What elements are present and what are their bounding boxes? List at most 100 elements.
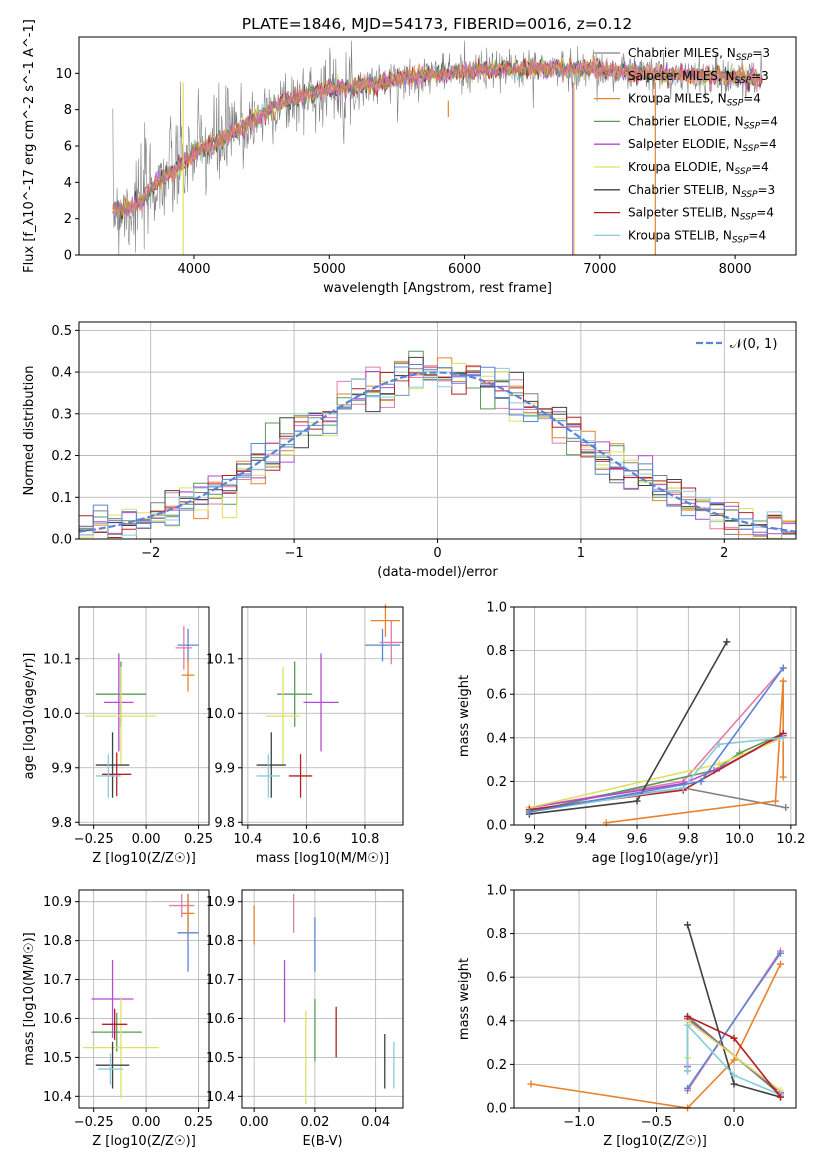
weight-marker [679, 784, 687, 792]
y-tick-label: 0.0 [486, 819, 507, 834]
y-tick-label: 0.8 [486, 927, 507, 942]
legend-label: Chabrier ELODIE, NSSP=4 [628, 114, 778, 131]
weight-marker [777, 949, 785, 957]
x-tick-label: −1.0 [563, 1115, 595, 1130]
residuals-panel: −2 −1 0 1 2 0.0 0.1 0.2 0.3 0.4 0.5 (data-model)/er… [22, 321, 797, 580]
weight-marker [684, 1084, 692, 1092]
x-tick-label: −1 [285, 546, 304, 561]
axes-frame [513, 606, 797, 826]
axes-frame [241, 889, 404, 1109]
weight-line [686, 952, 782, 1089]
y-tick-label: 10.4 [43, 1090, 72, 1105]
axes-frame [241, 606, 404, 826]
weight-marker [771, 797, 779, 805]
y-tick-label: 0 [64, 249, 72, 264]
y-tick-label: 10 [55, 67, 72, 82]
x-axis-label: E(B-V) [302, 1134, 342, 1149]
y-axis-label: Normed distribution [22, 366, 37, 496]
x-tick-label: −0.25 [74, 832, 114, 847]
x-tick-label: 9.4 [575, 832, 596, 847]
x-axis-label: mass [log10(M/M☉)] [256, 851, 389, 866]
x-tick-label: −0.5 [641, 1115, 673, 1130]
y-tick-label: 9.9 [214, 761, 235, 776]
y-tick-label: 10.8 [206, 934, 235, 949]
weight-vs-age-panel: 9.2 9.4 9.6 9.8 10.0 10.2 0.0 0.2 0.4 0.6 0.8 1.0 ag… [457, 601, 805, 867]
weight-marker [684, 1012, 692, 1020]
weight-marker [779, 773, 787, 781]
x-tick-label: 10.6 [292, 832, 321, 847]
x-tick-label: 10.0 [725, 832, 754, 847]
legend-label: Chabrier STELIB, NSSP=3 [628, 183, 775, 200]
legend-label: 𝒩(0, 1) [730, 337, 777, 352]
y-tick-label: 10.7 [43, 973, 72, 988]
spectrum-data-line [112, 40, 763, 256]
y-tick-label: 0.8 [486, 644, 507, 659]
x-tick-label: 0 [433, 546, 441, 561]
x-tick-label: 9.8 [678, 832, 699, 847]
weight-line [529, 734, 784, 809]
x-axis-label: (data-model)/error [377, 565, 498, 580]
x-tick-label: 9.2 [524, 832, 545, 847]
weight-marker [730, 1080, 738, 1088]
y-tick-label: 0.0 [51, 533, 72, 548]
age-vs-Z-panel: −0.25 0.00 0.25 9.8 9.9 10.0 10.1 Z [log10(Z/Z☉… [22, 606, 213, 866]
legend-label: Kroupa MILES, NSSP=4 [628, 92, 761, 109]
y-tick-label: 10.1 [206, 652, 235, 667]
weight-marker [730, 1034, 738, 1042]
x-tick-label: 10.2 [776, 832, 805, 847]
weight-line [529, 737, 784, 809]
y-tick-label: 0.4 [486, 731, 507, 746]
y-tick-label: 9.8 [214, 816, 235, 831]
x-tick-label: −0.25 [74, 1115, 114, 1130]
y-tick-label: 0.4 [486, 1014, 507, 1029]
x-tick-label: 0.04 [361, 1115, 390, 1130]
x-axis-label: Z [log10(Z/Z☉)] [603, 1134, 707, 1149]
legend-label: Kroupa STELIB, NSSP=4 [628, 228, 766, 245]
weight-line [686, 1023, 781, 1096]
mass-vs-Z-panel: −0.25 0.00 0.25 10.4 10.5 10.6 10.7 10.8 10.9 Z [… [22, 889, 213, 1149]
weight-marker [779, 734, 787, 742]
normal-curve [78, 371, 797, 533]
y-tick-label: 10.0 [43, 707, 72, 722]
axes-frame [78, 889, 210, 1109]
weight-line [529, 667, 784, 813]
x-tick-label: 0.00 [132, 832, 161, 847]
y-tick-label: 0.6 [486, 971, 507, 986]
axes-frame [78, 606, 210, 826]
x-axis-label: Z [log10(Z/Z☉)] [92, 851, 196, 866]
legend-label: Chabrier MILES, NSSP=3 [628, 46, 770, 63]
y-tick-label: 4 [64, 176, 72, 191]
y-tick-label: 9.8 [51, 816, 72, 831]
spectrum-model-line [112, 56, 763, 218]
weight-line [529, 732, 784, 813]
x-axis-label: age [log10(age/yr)] [592, 851, 719, 866]
x-tick-label: 4000 [177, 262, 210, 277]
x-tick-label: 0.00 [240, 1115, 269, 1130]
y-axis-label: age [log10(age/yr)] [22, 653, 37, 780]
y-tick-label: 0.4 [51, 366, 72, 381]
weight-line [530, 963, 782, 1109]
x-tick-label: −2 [141, 546, 160, 561]
y-tick-label: 10.6 [206, 1012, 235, 1027]
weight-marker [779, 664, 787, 672]
y-tick-label: 6 [64, 140, 72, 155]
legend-label: Salpeter STELIB, NSSP=4 [628, 206, 774, 223]
axes-frame [513, 889, 797, 1109]
y-tick-label: 10.6 [43, 1012, 72, 1027]
x-axis-label: wavelength [Angstrom, rest frame] [323, 281, 552, 296]
weight-marker [715, 760, 723, 768]
age-vs-mass-panel: 10.4 10.6 10.8 9.8 9.9 10.0 10.1 mass [log10(M/… [206, 604, 404, 866]
weight-marker [684, 921, 692, 929]
y-tick-label: 0.5 [51, 324, 72, 339]
weight-marker [527, 1080, 535, 1088]
y-tick-label: 10.1 [43, 652, 72, 667]
x-tick-label: 0.0 [724, 1115, 745, 1130]
axes-frame [78, 321, 797, 540]
spectrum-panel: 4000 5000 6000 7000 8000 0 2 4 6 8 10 wavelength [A… [22, 19, 797, 296]
spectrum-model-line [112, 54, 763, 218]
y-axis-label: mass weight [457, 958, 472, 1040]
weight-marker [779, 677, 787, 685]
y-tick-label: 8 [64, 103, 72, 118]
y-tick-label: 0.6 [486, 688, 507, 703]
